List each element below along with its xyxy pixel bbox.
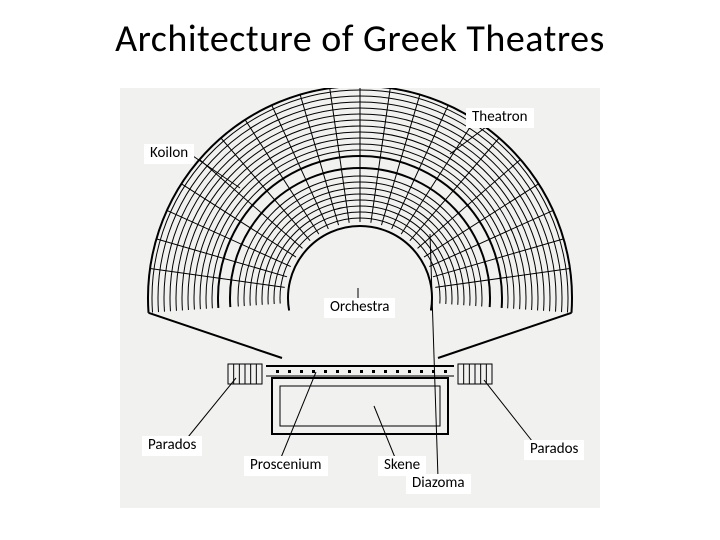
label-parados-left: Parados: [142, 436, 202, 456]
page-title: Architecture of Greek Theatres: [0, 16, 720, 62]
label-orchestra: Orchestra: [324, 298, 395, 318]
label-koilon: Koilon: [144, 144, 194, 164]
label-theatron: Theatron: [466, 108, 534, 128]
theatre-diagram: Theatron Koilon Orchestra Parados Parado…: [120, 88, 600, 508]
label-diazoma: Diazoma: [406, 474, 471, 494]
label-skene: Skene: [378, 456, 426, 476]
slide: Architecture of Greek Theatres Theatron …: [0, 0, 720, 540]
label-parados-right: Parados: [524, 440, 584, 460]
label-proscenium: Proscenium: [244, 456, 328, 476]
